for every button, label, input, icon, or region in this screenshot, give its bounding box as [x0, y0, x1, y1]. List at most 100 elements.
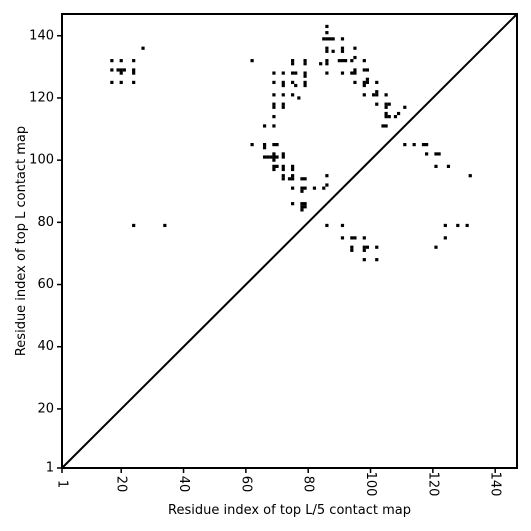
contact-point — [375, 90, 379, 94]
contact-point — [272, 115, 276, 119]
contact-point — [269, 155, 273, 159]
contact-point — [340, 59, 345, 63]
contact-point — [291, 167, 295, 172]
contact-point — [340, 71, 345, 75]
contact-point — [325, 174, 329, 178]
contact-point — [350, 248, 354, 252]
x-axis-title: Residue index of top L/5 contact map — [168, 503, 411, 518]
contact-point — [300, 208, 304, 212]
x-tick-label: 40 — [176, 476, 191, 493]
contact-point — [122, 68, 126, 72]
contact-point — [300, 205, 304, 209]
contact-point — [340, 46, 345, 50]
contact-point — [291, 174, 295, 178]
contact-point — [291, 177, 295, 181]
contact-point — [328, 37, 332, 41]
contact-point — [281, 105, 285, 109]
contact-point — [340, 49, 345, 53]
contact-point — [303, 83, 307, 88]
contact-point — [322, 37, 326, 41]
contact-point — [384, 102, 388, 106]
contact-point — [272, 167, 276, 172]
contact-point — [362, 258, 366, 262]
contact-point — [119, 68, 123, 72]
contact-point — [372, 93, 376, 97]
contact-point — [325, 31, 329, 35]
contact-point — [119, 80, 123, 85]
contact-point — [393, 115, 398, 119]
points-layer — [110, 24, 472, 262]
contact-point — [325, 183, 329, 187]
contact-point — [163, 223, 167, 228]
contact-point — [365, 80, 370, 85]
contact-point — [403, 143, 407, 147]
contact-point — [325, 37, 329, 41]
contact-point — [275, 155, 279, 159]
contact-point — [350, 59, 354, 63]
contact-point — [350, 245, 354, 249]
contact-point — [262, 124, 267, 128]
contact-point — [272, 105, 276, 109]
contact-point — [110, 80, 114, 85]
contact-point — [387, 115, 391, 119]
contact-point — [303, 186, 307, 190]
x-axis-ticks: 1 20 40 60 80 100 120 140 — [55, 468, 503, 496]
contact-point — [375, 93, 379, 97]
contact-point — [294, 83, 298, 88]
contact-point — [281, 71, 285, 75]
contact-point — [365, 68, 370, 72]
contact-point — [375, 258, 379, 262]
contact-point — [396, 111, 401, 116]
contact-point — [110, 68, 114, 72]
contact-point — [353, 71, 357, 75]
contact-point — [362, 248, 366, 252]
contact-point — [353, 68, 357, 72]
contact-point — [291, 71, 295, 75]
contact-point — [294, 71, 298, 75]
contact-point — [272, 93, 276, 97]
contact-point — [303, 202, 307, 206]
contact-point — [375, 102, 379, 106]
contact-point — [325, 24, 329, 29]
contact-point — [340, 236, 345, 240]
y-tick-label: 20 — [37, 401, 54, 416]
contact-point — [362, 80, 366, 85]
contact-point — [387, 102, 391, 106]
contact-point — [116, 68, 120, 72]
contact-point — [365, 245, 370, 249]
contact-point — [362, 83, 366, 88]
contact-point — [303, 59, 307, 63]
contact-point — [322, 186, 326, 190]
contact-point — [281, 152, 285, 156]
contact-point — [272, 143, 276, 147]
contact-point — [331, 37, 335, 41]
x-tick-label: 60 — [238, 476, 253, 493]
contact-point — [365, 77, 370, 81]
contact-point — [384, 111, 388, 116]
contact-point — [303, 71, 307, 75]
contact-point — [132, 68, 136, 72]
contact-point — [303, 62, 307, 66]
contact-point — [281, 155, 285, 159]
y-tick-label: 100 — [29, 153, 54, 168]
contact-point — [375, 80, 379, 85]
x-tick-label: 20 — [114, 476, 129, 493]
contact-point — [262, 146, 267, 150]
contact-point — [350, 71, 354, 75]
contact-point — [456, 223, 460, 228]
contact-point — [303, 80, 307, 85]
contact-point — [353, 46, 357, 50]
contact-point — [266, 155, 270, 159]
contact-point — [291, 80, 295, 85]
contact-point — [325, 46, 329, 50]
contact-point — [303, 74, 307, 78]
contact-point — [443, 223, 447, 228]
contact-point — [250, 143, 254, 147]
contact-point — [325, 62, 329, 66]
y-tick-label: 40 — [37, 339, 54, 354]
contact-point — [340, 223, 345, 228]
contact-point — [119, 59, 123, 63]
contact-point — [132, 223, 136, 228]
